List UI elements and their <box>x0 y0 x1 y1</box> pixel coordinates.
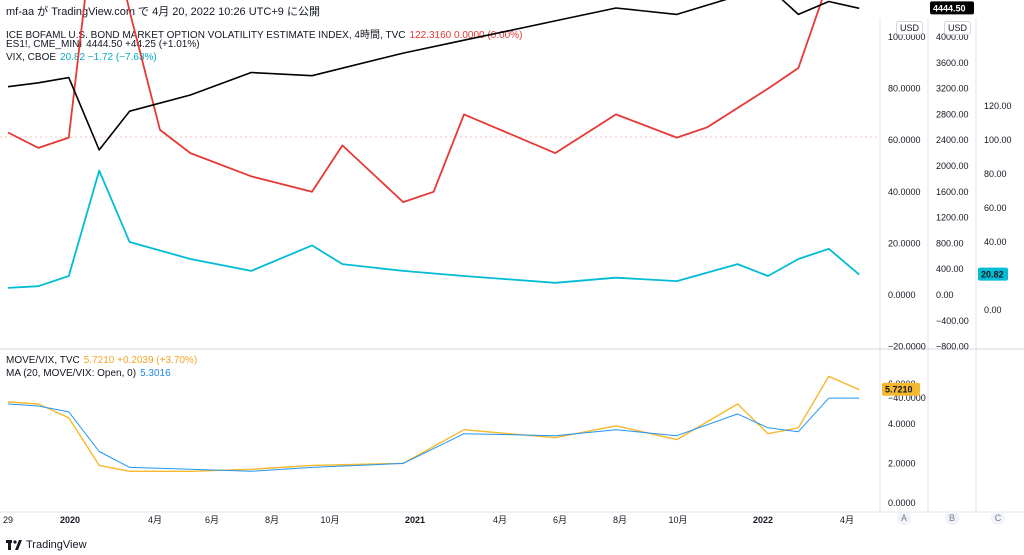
legend-move-label: ICE BOFAML U.S. BOND MARKET OPTION VOLAT… <box>6 30 406 41</box>
axis-b-tick-7: 1600.00 <box>936 187 969 197</box>
axis-b-tick-13: −800.00 <box>936 342 969 352</box>
time-axis: 29 2020 4月 6月 8月 10月 2021 4月 6月 8月 10月 2022 4月 <box>3 515 854 525</box>
footer-brand-text: TradingView <box>26 539 87 551</box>
time-tick-2: 4月 <box>148 515 162 525</box>
lower-axis-tick-1: 4.0000 <box>888 419 916 429</box>
time-tick-4: 8月 <box>265 515 279 525</box>
vix-price-badge-bg <box>978 267 1008 281</box>
axis-b-tick-1: 4000.00 <box>936 32 969 42</box>
axis-c-tick-4: 40.00 <box>984 237 1007 247</box>
scale-button-2[interactable]: C <box>995 513 1002 523</box>
scale-button-bg-2 <box>991 511 1005 525</box>
ma-series-line <box>7 397 860 472</box>
legend-move: ICE BOFAML U.S. BOND MARKET OPTION VOLAT… <box>6 26 526 41</box>
time-tick-3: 6月 <box>205 515 219 525</box>
legend-ma: MA (20, MOVE/VIX: Open, 0) 5.3016 <box>6 368 175 379</box>
axis-a-tick-12: −40.0000 <box>888 393 926 403</box>
axis-a-tick-6: 80.0000 <box>888 84 921 94</box>
currency-label-a[interactable]: USD <box>896 21 924 35</box>
time-tick-5: 10月 <box>320 515 339 525</box>
es-series-line <box>7 0 860 151</box>
axis-a-tick-8: 40.0000 <box>888 187 921 197</box>
legend-ratio-value: 5.7210 +0.2039 (+3.70%) <box>83 355 198 366</box>
axis-b-tick-11: 0.00 <box>936 290 954 300</box>
es-price-badge: 4444.50 <box>933 3 966 13</box>
scale-buttons[interactable]: A B C <box>897 511 1005 525</box>
scale-button-0[interactable]: A <box>901 513 907 523</box>
scale-button-bg-1 <box>945 511 959 525</box>
axis-a-tick-11: −20.0000 <box>888 342 926 352</box>
legend-ratio-label: MOVE/VIX, TVC <box>6 355 80 366</box>
legend-vix-label: VIX, CBOE <box>6 52 57 63</box>
axis-c-tick-6: 0.00 <box>984 305 1002 315</box>
axis-b-tick-12: −400.00 <box>936 316 969 326</box>
time-tick-12: 4月 <box>840 515 854 525</box>
scale-button-1[interactable]: B <box>949 513 955 523</box>
ratio-price-badge: 5.7210 <box>885 385 913 395</box>
axis-b-tick-9: 800.00 <box>936 238 964 248</box>
axis-b-tick-5: 2400.00 <box>936 135 969 145</box>
axis-b-tick-4: 2800.00 <box>936 109 969 119</box>
currency-label-b[interactable]: USD <box>944 21 972 35</box>
axis-a-tick-9: 20.0000 <box>888 238 921 248</box>
time-tick-7: 4月 <box>493 515 507 525</box>
time-tick-0: 29 <box>3 515 13 525</box>
axis-c-tick-2: 80.00 <box>984 169 1007 179</box>
legend-ratio: MOVE/VIX, TVC 5.7210 +0.2039 (+3.70%) <box>6 355 201 366</box>
time-tick-11: 2022 <box>753 515 773 525</box>
scale-button-bg-0 <box>897 511 911 525</box>
legend-es: ES1!, CME_MINI 4444.50 +44.25 (+1.01%) <box>6 39 204 50</box>
axis-b-tick-3: 3200.00 <box>936 84 969 94</box>
axis-c-tick-1: 100.00 <box>984 135 1012 145</box>
axis-a-tick-7: 60.0000 <box>888 135 921 145</box>
axis-b-tick-2: 3600.00 <box>936 58 969 68</box>
axis-b: 4400.004000.003600.003200.002800.002400.… <box>936 6 969 351</box>
axis-c-tick-3: 60.00 <box>984 203 1007 213</box>
axis-b-tick-8: 1200.00 <box>936 213 969 223</box>
time-tick-8: 6月 <box>553 515 567 525</box>
footer-brand[interactable]: TradingView <box>6 539 87 551</box>
series-layer <box>7 0 860 472</box>
legend-vix-value: 20.82 −1.72 (−7.63%) <box>60 52 157 63</box>
lower-axis-tick-3: 0.0000 <box>888 498 916 508</box>
axis-a: 200.0000180.0000160.0000140.0000120.0000… <box>888 32 926 403</box>
axis-c-tick-0: 120.00 <box>984 101 1012 111</box>
tradingview-logo-icon <box>6 540 22 550</box>
lower-axis-tick-2: 2.0000 <box>888 458 916 468</box>
axis-a-tick-5: 100.0000 <box>888 32 926 42</box>
move-series-line <box>7 0 823 204</box>
time-tick-6: 2021 <box>405 515 425 525</box>
legend-es-value: 4444.50 +44.25 (+1.01%) <box>86 39 200 50</box>
axis-b-tick-10: 400.00 <box>936 264 964 274</box>
axis-b-tick-6: 2000.00 <box>936 161 969 171</box>
ratio-price-badge-bg <box>882 382 920 396</box>
time-tick-1: 2020 <box>60 515 80 525</box>
legend-vix: VIX, CBOE 20.82 −1.72 (−7.63%) <box>6 52 161 63</box>
vix-series-line <box>7 169 860 289</box>
time-tick-10: 10月 <box>668 515 687 525</box>
legend-move-value: 122.3160 0.0000 (0.00%) <box>409 30 523 41</box>
legend-es-label: ES1!, CME_MINI <box>6 39 83 50</box>
axis-a-tick-10: 0.0000 <box>888 290 916 300</box>
vix-price-badge: 20.82 <box>981 270 1004 280</box>
es-price-badge-bg <box>930 1 974 15</box>
legend-ma-value: 5.3016 <box>140 368 171 379</box>
ratio-series-line <box>7 375 860 472</box>
time-tick-9: 8月 <box>613 515 627 525</box>
legend-ma-label: MA (20, MOVE/VIX: Open, 0) <box>6 368 137 379</box>
